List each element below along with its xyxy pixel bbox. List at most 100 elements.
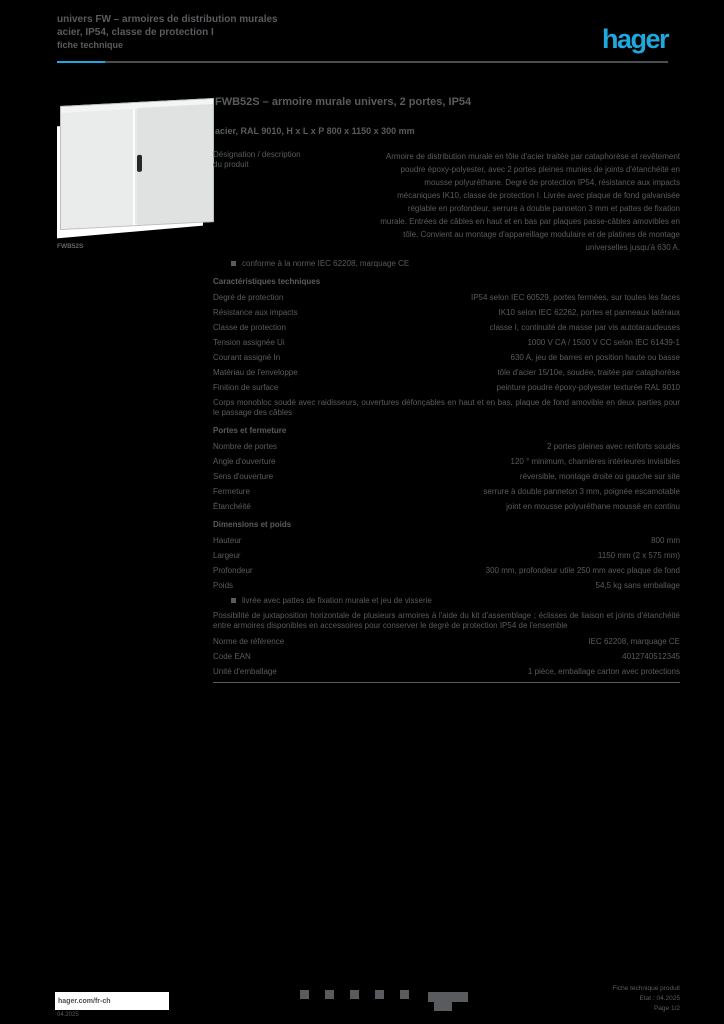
section-header: Portes et fermeture bbox=[213, 426, 287, 435]
footer-date: 04.2025 bbox=[57, 1012, 79, 1018]
spec-value: 1 pièce, emballage carton avec protectio… bbox=[527, 667, 680, 676]
spec-value: 630 A, jeu de barres en position haute o… bbox=[510, 353, 680, 362]
spec-value: joint en mousse polyuréthane moussé en c… bbox=[506, 502, 680, 511]
document-header-title: univers FW – armoires de distribution mu… bbox=[57, 13, 327, 52]
spec-label: Degré de protection bbox=[213, 293, 284, 302]
spec-row: Nombre de portes 2 portes pleines avec re… bbox=[213, 442, 680, 452]
spec-row: Matériau de l'enveloppe tôle d'acier 15/1… bbox=[213, 368, 680, 378]
footer-info-line-3: Page 1/2 bbox=[653, 1005, 680, 1012]
spec-label: Unité d'emballage bbox=[213, 667, 277, 676]
spec-label: Hauteur bbox=[213, 536, 242, 545]
spec-label: Tension assignée Ui bbox=[213, 338, 285, 347]
spec-value: peinture poudre époxy-polyester texturée… bbox=[496, 383, 680, 392]
spec-value: 1000 V CA / 1500 V CC selon IEC 61439-1 bbox=[527, 338, 680, 347]
enclosure-right-door bbox=[137, 104, 213, 225]
spec-value: 300 mm, profondeur utile 250 mm avec pla… bbox=[485, 566, 680, 575]
bullet-text: conforme à la norme IEC 62208, marquage … bbox=[242, 259, 410, 268]
section-header: Caractéristiques techniques bbox=[213, 277, 321, 286]
header-line-3: fiche technique bbox=[57, 40, 124, 50]
spec-label: Angle d'ouverture bbox=[213, 457, 276, 466]
spec-row: Profondeur 300 mm, profondeur utile 250 m… bbox=[213, 566, 680, 576]
spec-value: IEC 62208, marquage CE bbox=[588, 637, 680, 646]
hager-footer-mark-icon bbox=[428, 992, 468, 1011]
header-divider bbox=[57, 61, 668, 63]
enclosure-image bbox=[60, 97, 214, 231]
spec-row: Code EAN 4012740512345 bbox=[213, 652, 680, 662]
spec-row: Hauteur 800 mm bbox=[213, 536, 680, 546]
spec-label: Poids bbox=[213, 581, 234, 590]
section-header: Dimensions et poids bbox=[213, 520, 292, 529]
spec-label: Matériau de l'enveloppe bbox=[213, 368, 298, 377]
spec-label: Désignation / description du produit bbox=[213, 150, 301, 169]
spec-label: Profondeur bbox=[213, 566, 253, 575]
spec-value: IK10 selon IEC 62262, portes et panneaux… bbox=[498, 308, 680, 317]
product-photo bbox=[57, 92, 215, 240]
table-bottom-rule bbox=[213, 682, 680, 683]
spec-value: IP54 selon IEC 60529, portes fermées, su… bbox=[471, 293, 680, 302]
spec-row: Classe de protection classe I, continuité… bbox=[213, 323, 680, 333]
bullet-square-icon bbox=[231, 261, 236, 266]
spec-row: Degré de protection IP54 selon IEC 60529,… bbox=[213, 293, 680, 303]
header-line-1: univers FW – armoires de distribution mu… bbox=[57, 14, 278, 25]
spec-value: 4012740512345 bbox=[622, 652, 680, 661]
spec-label: Sens d'ouverture bbox=[213, 472, 274, 481]
spec-label: Étanchéité bbox=[213, 502, 251, 511]
spec-value: 54,5 kg sans emballage bbox=[595, 581, 681, 590]
spec-label: Courant assigné In bbox=[213, 353, 281, 362]
footer-info-line-2: Etat : 04.2025 bbox=[639, 995, 680, 1002]
spec-label: Classe de protection bbox=[213, 323, 286, 332]
spec-value: 120 ° minimum, charnières intérieures in… bbox=[510, 457, 681, 466]
spec-row: Norme de référence IEC 62208, marquage CE bbox=[213, 637, 680, 647]
spec-row: Tension assignée Ui 1000 V CA / 1500 V CC… bbox=[213, 338, 680, 348]
header-divider-line bbox=[105, 61, 668, 63]
footer-link-icon-4[interactable] bbox=[375, 990, 384, 999]
spec-label: Résistance aux impacts bbox=[213, 308, 298, 317]
product-subtitle: acier, RAL 9010, H x L x P 800 x 1150 x … bbox=[215, 126, 415, 136]
bullet-square-icon bbox=[231, 598, 236, 603]
spec-label: Nombre de portes bbox=[213, 442, 278, 451]
spec-value: 2 portes pleines avec renforts soudés bbox=[547, 442, 680, 451]
spec-value: réversible, montage droite ou gauche sur… bbox=[519, 472, 680, 481]
spec-paragraph: Corps monobloc soudé avec raidisseurs, o… bbox=[213, 398, 680, 417]
enclosure-left-door bbox=[61, 109, 135, 229]
spec-label: Code EAN bbox=[213, 652, 251, 661]
spec-paragraph: Possibilité de juxtaposition horizontale… bbox=[213, 611, 680, 630]
footer-link-icon-1[interactable] bbox=[300, 990, 309, 999]
header-line-2: acier, IP54, classe de protection I bbox=[57, 27, 214, 38]
spec-value: tôle d'acier 15/10e, soudée, traitée par… bbox=[497, 368, 680, 377]
footer-icons bbox=[300, 990, 409, 999]
spec-row: Résistance aux impacts IK10 selon IEC 622… bbox=[213, 308, 680, 318]
spec-row: Étanchéité joint en mousse polyuréthane m… bbox=[213, 502, 680, 512]
product-reference-caption: FWB52S bbox=[57, 243, 84, 250]
bullet-text: livrée avec pattes de fixation murale et… bbox=[242, 596, 432, 605]
footer-info-line-1: Fiche technique produit bbox=[612, 985, 680, 992]
footer-document-info: Fiche technique produit Etat : 04.2025 Pag… bbox=[560, 984, 680, 1014]
footer-link-icon-5[interactable] bbox=[400, 990, 409, 999]
spec-bullet-row: conforme à la norme IEC 62208, marquage … bbox=[213, 259, 680, 269]
spec-row: Poids 54,5 kg sans emballage bbox=[213, 581, 680, 591]
spec-row: Courant assigné In 630 A, jeu de barres e… bbox=[213, 353, 680, 363]
enclosure-handle bbox=[137, 154, 142, 172]
spec-row: Sens d'ouverture réversible, montage droi… bbox=[213, 472, 680, 482]
footer-website-url: hager.com/fr-ch bbox=[58, 997, 111, 1005]
footer-link-icon-2[interactable] bbox=[325, 990, 334, 999]
product-title: FWB52S – armoire murale univers, 2 porte… bbox=[215, 96, 472, 108]
header-divider-accent bbox=[57, 61, 105, 63]
spec-value: serrure à double panneton 3 mm, poignée … bbox=[483, 487, 680, 496]
spec-row: Fermeture serrure à double panneton 3 mm,… bbox=[213, 487, 680, 497]
footer-link-icon-3[interactable] bbox=[350, 990, 359, 999]
footer-website-link[interactable]: hager.com/fr-ch bbox=[55, 992, 169, 1010]
spec-value: Armoire de distribution murale en tôle d… bbox=[380, 152, 680, 252]
spec-label: Finition de surface bbox=[213, 383, 279, 392]
spec-row: Désignation / description du produit Armo… bbox=[213, 150, 680, 254]
spec-row: Finition de surface peinture poudre époxy… bbox=[213, 383, 680, 393]
spec-row: Largeur 1150 mm (2 x 575 mm) bbox=[213, 551, 680, 561]
spec-value: 800 mm bbox=[651, 536, 680, 545]
spec-bullet-row: livrée avec pattes de fixation murale et… bbox=[213, 596, 680, 606]
spec-row: Unité d'emballage 1 pièce, emballage cart… bbox=[213, 667, 680, 677]
spec-label: Largeur bbox=[213, 551, 241, 560]
spec-label: Fermeture bbox=[213, 487, 250, 496]
spec-value: 1150 mm (2 x 575 mm) bbox=[597, 551, 680, 560]
spec-label: Norme de référence bbox=[213, 637, 285, 646]
